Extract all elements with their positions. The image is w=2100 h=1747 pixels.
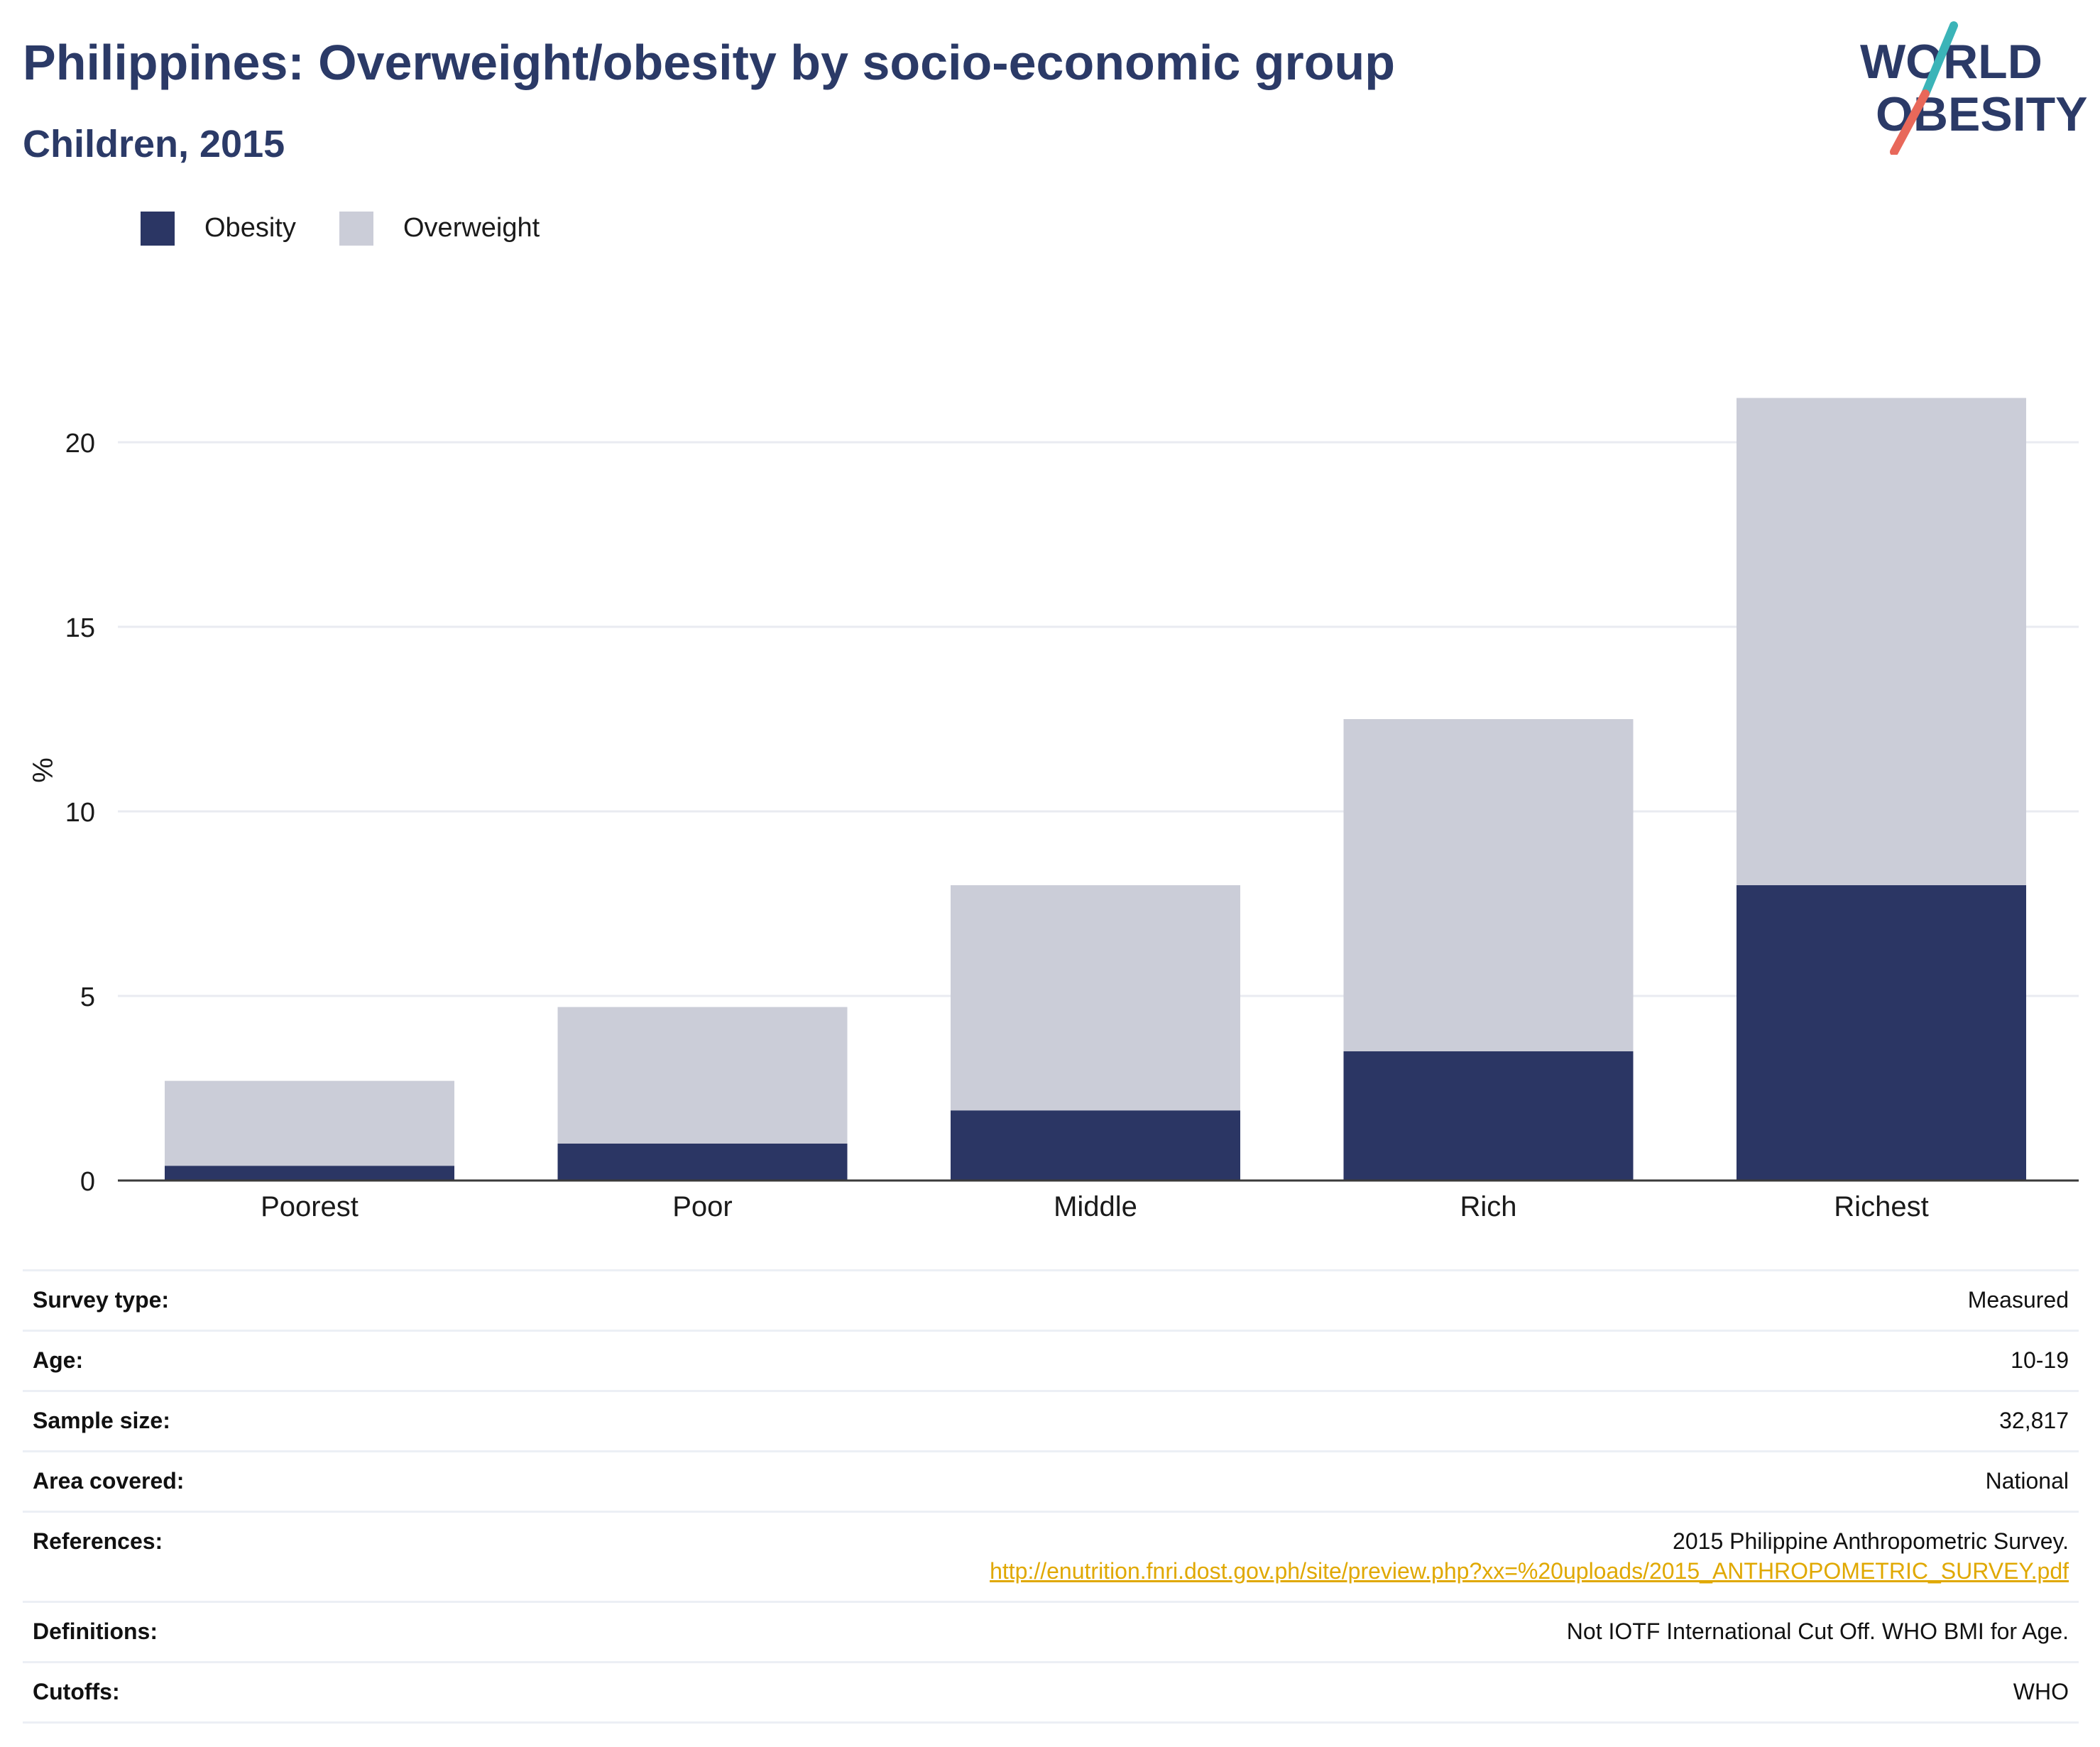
meta-value: 10-19: [2011, 1347, 2069, 1373]
meta-key: Definitions:: [33, 1619, 158, 1644]
page-title: Philippines: Overweight/obesity by socio…: [23, 35, 1396, 90]
y-axis-label: %: [28, 757, 59, 783]
meta-row: Survey type: Measured: [23, 1269, 2079, 1330]
meta-value: Measured: [1967, 1287, 2069, 1313]
logo-slash-coral: [1890, 89, 1930, 155]
bar-obesity-middle: [951, 1110, 1240, 1181]
x-tick-label-poor: Poor: [672, 1191, 733, 1221]
y-tick-label-15: 15: [65, 613, 95, 643]
logo-slash-teal: [1921, 21, 1958, 98]
meta-value: 32,817: [1999, 1408, 2069, 1433]
survey-metadata-table: Survey type: Measured Age: 10-19 Sample size…: [23, 1269, 2079, 1724]
page-subtitle: Children, 2015: [23, 123, 285, 165]
bar-obesity-richest: [1737, 885, 2026, 1181]
x-tick-label-poorest: Poorest: [261, 1191, 359, 1221]
y-tick-label-20: 20: [65, 429, 95, 459]
reference-link[interactable]: http://enutrition.fnri.dost.gov.ph/site/…: [990, 1558, 2069, 1584]
bar-overweight-middle: [951, 885, 1240, 1111]
y-tick-label-10: 10: [65, 798, 95, 828]
bar-obesity-rich: [1343, 1051, 1634, 1181]
stacked-bar-chart: 0 5 10 15 20% Poorest Poor Middle Rich Richest: [28, 398, 2079, 1221]
y-tick-label-0: 0: [80, 1167, 95, 1197]
meta-key: Cutoffs:: [33, 1679, 120, 1704]
meta-value: National: [1985, 1468, 2069, 1494]
legend-label-obesity: Obesity: [204, 213, 296, 243]
x-tick-label-middle: Middle: [1054, 1191, 1137, 1221]
bar-overweight-poor: [557, 1007, 848, 1144]
meta-row: Area covered: National: [23, 1450, 2079, 1511]
meta-key: Survey type:: [33, 1287, 170, 1313]
meta-key: Sample size:: [33, 1408, 170, 1433]
meta-row: Definitions: Not IOTF International Cut O…: [23, 1601, 2079, 1661]
meta-row: References: 2015 Philippine Anthropometri…: [23, 1511, 2079, 1601]
meta-key: Area covered:: [33, 1468, 185, 1494]
bar-obesity-poorest: [165, 1166, 454, 1181]
meta-value: 2015 Philippine Anthropometric Survey.: [1673, 1528, 2069, 1554]
logo-text-world: WORLD: [1860, 35, 2042, 89]
y-tick-label-5: 5: [80, 982, 95, 1012]
bar-overweight-richest: [1737, 398, 2026, 885]
meta-value: Not IOTF International Cut Off. WHO BMI …: [1566, 1619, 2069, 1644]
meta-value: WHO: [2013, 1679, 2069, 1704]
meta-key: References:: [33, 1528, 163, 1554]
x-tick-label-richest: Richest: [1834, 1191, 1928, 1221]
world-obesity-logo: WORLD OBESITY: [1860, 21, 2087, 155]
x-tick-label-rich: Rich: [1460, 1191, 1516, 1221]
legend-swatch-overweight: [339, 212, 373, 246]
meta-key: Age:: [33, 1347, 84, 1373]
bar-overweight-rich: [1343, 719, 1634, 1051]
bar-overweight-poorest: [165, 1080, 454, 1166]
meta-row: Cutoffs: WHO: [23, 1661, 2079, 1724]
bar-obesity-poor: [557, 1144, 848, 1181]
legend-label-overweight: Overweight: [403, 213, 540, 243]
meta-row: Age: 10-19: [23, 1330, 2079, 1390]
meta-row: Sample size: 32,817: [23, 1390, 2079, 1450]
legend-swatch-obesity: [141, 212, 175, 246]
